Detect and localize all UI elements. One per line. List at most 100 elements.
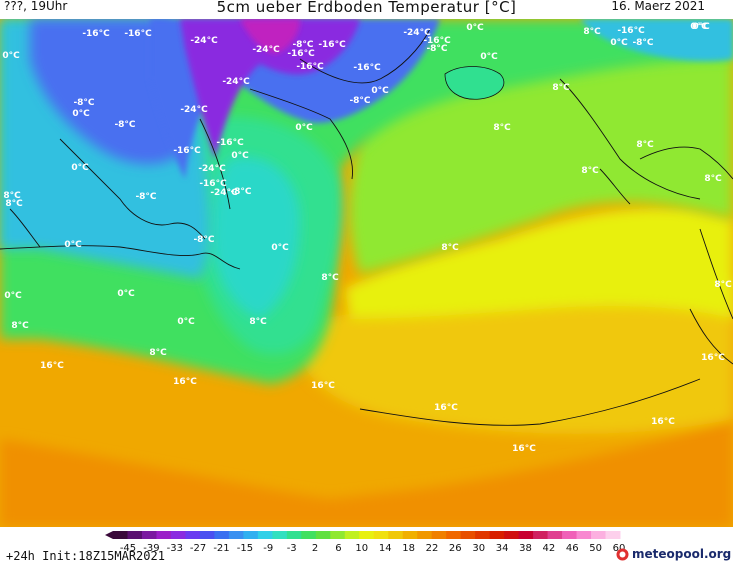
- legend-swatch: [185, 531, 201, 539]
- temperature-label: 8°C: [5, 199, 23, 209]
- temperature-label: -8°C: [114, 120, 135, 130]
- legend-swatch: [228, 531, 244, 539]
- temperature-label: 0°C: [690, 22, 708, 32]
- temperature-label: 0°C: [480, 52, 498, 62]
- temperature-label: -24°C: [210, 188, 238, 198]
- temperature-label: 8°C: [552, 83, 570, 93]
- temperature-label: 0°C: [117, 289, 135, 299]
- temperature-label: 0°C: [64, 240, 82, 250]
- legend-swatch: [113, 531, 128, 539]
- temperature-label: -16°C: [287, 49, 315, 59]
- legend-swatch: [489, 531, 505, 539]
- temperature-label: -24°C: [198, 164, 226, 174]
- legend-tick-label: -39: [143, 543, 159, 554]
- legend-tick-label: 14: [379, 543, 392, 554]
- temperature-label: -8°C: [135, 192, 156, 202]
- meteopool-logo-icon: [616, 548, 629, 561]
- temperature-label: 16°C: [311, 381, 335, 391]
- temperature-label: -16°C: [296, 62, 324, 72]
- legend-tick-label: 50: [589, 543, 602, 554]
- legend-swatch: [243, 531, 259, 539]
- temperature-label: 0°C: [295, 123, 313, 133]
- legend-tick-label: 38: [519, 543, 532, 554]
- temperature-label: -16°C: [173, 146, 201, 156]
- temperature-label: 8°C: [249, 317, 267, 327]
- temperature-label: 0°C: [271, 243, 289, 253]
- temperature-labels: -16°C -16°C-24°C-24°C-24°C-8°C-16°C-16°C-…: [2, 22, 732, 454]
- temperature-label: 0°C: [610, 38, 628, 48]
- map-title: 5cm ueber Erdboden Temperatur [°C]: [216, 0, 517, 16]
- legend-swatch: [170, 531, 186, 539]
- legend-tick-label: 22: [426, 543, 439, 554]
- legend-swatch: [417, 531, 433, 539]
- legend-color-bar: [105, 531, 621, 539]
- legend-swatch: [257, 531, 273, 539]
- legend-min-arrow: [105, 531, 113, 539]
- legend-swatch: [156, 531, 172, 539]
- legend-swatch: [431, 531, 447, 539]
- legend-swatch: [127, 531, 143, 539]
- legend-tick-label: 18: [402, 543, 415, 554]
- legend-swatch: [315, 531, 331, 539]
- temperature-label: 16°C: [40, 361, 64, 371]
- color-legend: -45 -39 -33 -27 -21 -15 -9 -3 2 6 10 14 18 22 26 30 34 38…: [105, 531, 626, 554]
- legend-swatch: [576, 531, 592, 539]
- temperature-label: -8°C: [292, 40, 313, 50]
- legend-tick-label: -27: [190, 543, 206, 554]
- legend-tick-label: 60: [613, 543, 626, 554]
- temperature-label: 0°C: [4, 291, 22, 301]
- zone-greenland-magenta: [240, 19, 300, 54]
- temperature-label: 0°C: [466, 23, 484, 33]
- legend-swatch: [330, 531, 346, 539]
- legend-swatch: [547, 531, 563, 539]
- temperature-label: 8°C: [493, 123, 511, 133]
- temperature-label: -24°C: [180, 105, 208, 115]
- temperature-map: -16°C -16°C-24°C-24°C-24°C-8°C-16°C-16°C-…: [0, 19, 733, 527]
- legend-tick-label: 10: [355, 543, 368, 554]
- legend-swatch: [214, 531, 230, 539]
- temperature-label: 8°C: [636, 140, 654, 150]
- legend-swatch: [388, 531, 404, 539]
- legend-tick-label: 2: [312, 543, 318, 554]
- legend-swatch: [344, 531, 360, 539]
- legend-tick-label: 26: [449, 543, 462, 554]
- temperature-label: 8°C: [441, 243, 459, 253]
- legend-tick-label: 30: [472, 543, 485, 554]
- temperature-label: -16°C: [199, 179, 227, 189]
- zone-greenland-violet: [180, 19, 360, 159]
- legend-tick-label: 46: [566, 543, 579, 554]
- legend-swatch: [286, 531, 302, 539]
- temperature-label: -8°C: [349, 96, 370, 106]
- temperature-label: -16°C: [216, 138, 244, 148]
- temperature-label: -16°C: [423, 36, 451, 46]
- legend-swatch: [562, 531, 578, 539]
- zone-blue-west: [30, 19, 185, 164]
- temperature-label: -8°C: [632, 38, 653, 48]
- iceland: [444, 66, 505, 100]
- legend-tick-label: 34: [496, 543, 509, 554]
- zone-lime: [349, 49, 733, 274]
- legend-tick-labels: -45 -39 -33 -27 -21 -15 -9 -3 2 6 10 14 18 22 26 30 34 38…: [120, 543, 626, 554]
- temperature-label: 8°C: [581, 166, 599, 176]
- legend-tick-label: -15: [237, 543, 253, 554]
- temperature-label: 16°C: [512, 444, 536, 454]
- temperature-label: -8°C: [230, 187, 251, 197]
- init-time: +24h Init:18Z15MAR2021: [6, 549, 165, 563]
- legend-swatch: [591, 531, 607, 539]
- brand-name: meteopool.org: [632, 547, 732, 561]
- legend-swatch: [605, 531, 621, 539]
- temperature-label: -24°C: [252, 45, 280, 55]
- temperature-label: 16°C: [651, 417, 675, 427]
- temperature-label: -8°C: [193, 235, 214, 245]
- zone-yellow: [345, 208, 733, 319]
- legend-swatch: [141, 531, 157, 539]
- temperature-label: 8°C: [704, 174, 722, 184]
- legend-swatch: [446, 531, 462, 539]
- temperature-label: 16°C: [701, 353, 725, 363]
- legend-swatch: [272, 531, 288, 539]
- temperature-label: 0°C: [2, 51, 20, 61]
- temperature-label: 0°C: [692, 22, 710, 32]
- coastlines: [0, 28, 733, 426]
- legend-swatch: [402, 531, 418, 539]
- legend-tick-label: 42: [543, 543, 556, 554]
